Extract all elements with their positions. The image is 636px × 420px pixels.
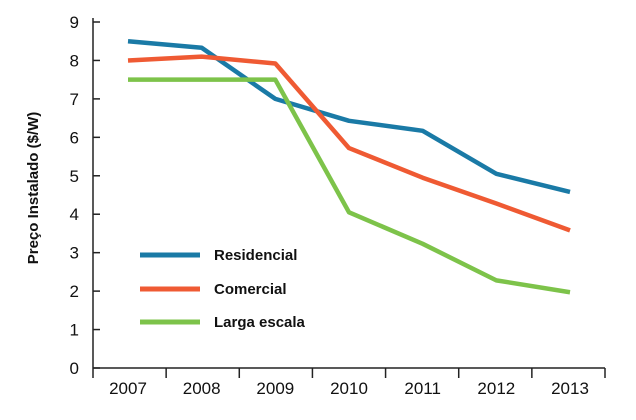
y-ticks: 0 1 2 3 4 5 6 7 8 9 <box>70 13 100 378</box>
legend-label: Larga escala <box>214 314 306 331</box>
series-lines <box>127 38 571 295</box>
y-tick-label: 9 <box>70 13 79 32</box>
legend-label: Comercial <box>214 281 287 298</box>
y-tick-label: 1 <box>70 321 79 340</box>
y-tick-label: 5 <box>70 167 79 186</box>
y-tick-label: 4 <box>70 205 79 224</box>
x-tick-label: 2010 <box>330 379 368 398</box>
y-tick-label: 2 <box>70 282 79 301</box>
y-tick-label: 0 <box>70 359 79 378</box>
axes <box>92 18 605 369</box>
y-tick-label: 3 <box>70 244 79 263</box>
y-tick-label: 7 <box>70 90 79 109</box>
x-tick-label: 2008 <box>183 379 221 398</box>
series-line-1 <box>127 54 571 233</box>
x-tick-label: 2012 <box>477 379 515 398</box>
legend: Residencial Comercial Larga escala <box>140 247 306 331</box>
x-tick-label: 2011 <box>404 379 441 398</box>
x-tick-label: 2007 <box>109 379 147 398</box>
x-ticks: 2007 2008 2009 2010 2011 2012 2013 <box>92 368 606 398</box>
x-tick-label: 2013 <box>551 379 589 398</box>
y-tick-label: 6 <box>70 128 79 147</box>
legend-label: Residencial <box>214 247 297 264</box>
series-line-0 <box>127 38 571 195</box>
y-axis-label: Preço Instalado ($/W) <box>25 112 42 265</box>
y-tick-label: 8 <box>70 51 79 70</box>
series-line-2 <box>128 77 571 295</box>
x-tick-label: 2009 <box>256 379 294 398</box>
